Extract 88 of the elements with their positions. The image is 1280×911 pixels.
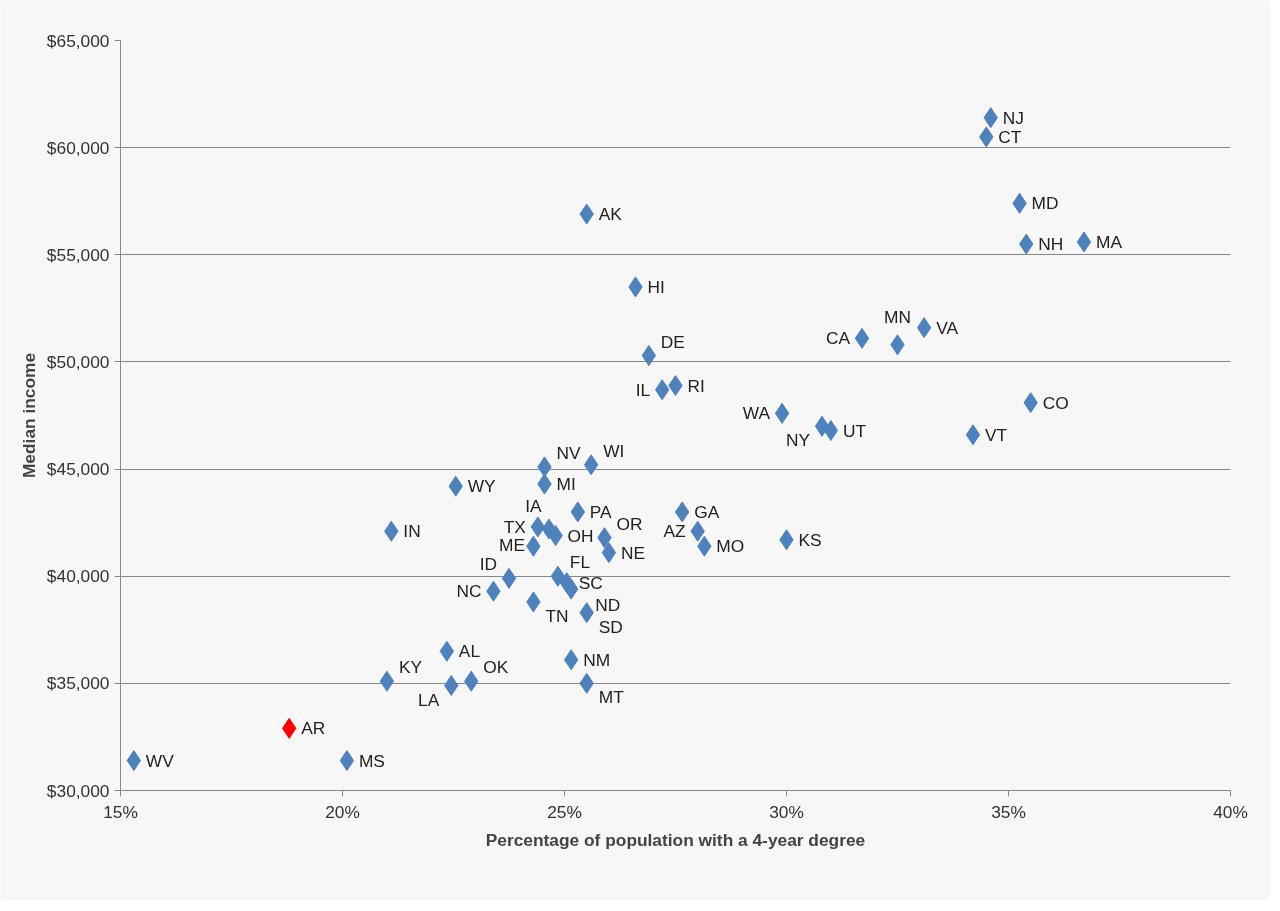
point bbox=[854, 327, 870, 349]
point bbox=[823, 420, 839, 441]
annotation: NC bbox=[456, 581, 482, 602]
annotation: WY bbox=[467, 476, 497, 497]
annotation: SD bbox=[598, 616, 623, 637]
annotation: NH bbox=[1038, 234, 1064, 255]
annotation: LA bbox=[418, 689, 440, 710]
annotation: RI bbox=[687, 375, 705, 396]
y-tick-label: $35,000 bbox=[46, 673, 110, 694]
annotation: MS bbox=[358, 750, 385, 771]
annotation: IL bbox=[635, 379, 651, 400]
annotation: TX bbox=[503, 516, 527, 537]
annotation: ME bbox=[498, 535, 525, 556]
point bbox=[439, 640, 455, 662]
annotation: DE bbox=[660, 331, 685, 352]
x-tick-label: 20% bbox=[325, 801, 360, 822]
annotation: MN bbox=[884, 306, 911, 327]
annotation: MA bbox=[1095, 231, 1123, 252]
point bbox=[550, 565, 566, 587]
annotation: AZ bbox=[663, 521, 687, 542]
point bbox=[641, 345, 657, 366]
annotation: KY bbox=[398, 657, 423, 678]
annotation: FL bbox=[569, 552, 591, 573]
point bbox=[774, 402, 790, 424]
point bbox=[530, 516, 546, 538]
y-tick-label: $30,000 bbox=[46, 780, 110, 801]
point bbox=[1076, 231, 1092, 253]
annotation: WA bbox=[742, 403, 771, 424]
annotation: AR bbox=[301, 718, 326, 739]
annotation: VA bbox=[936, 317, 959, 338]
annotation: OK bbox=[483, 657, 509, 678]
annotation: CO bbox=[1042, 392, 1069, 413]
annotation: OR bbox=[616, 513, 643, 534]
y-axis-title: Median income bbox=[18, 352, 39, 479]
x-tick-label: 15% bbox=[103, 801, 138, 822]
annotation: NY bbox=[785, 430, 811, 451]
y-tick-label: $50,000 bbox=[46, 351, 110, 372]
annotation: IA bbox=[525, 496, 543, 517]
point bbox=[379, 670, 395, 692]
annotation: NM bbox=[583, 649, 611, 670]
x-tick-label: 30% bbox=[769, 801, 804, 822]
point bbox=[501, 567, 517, 589]
y-tick-label: $45,000 bbox=[46, 459, 110, 480]
annotation: OH bbox=[567, 525, 594, 546]
annotation: IN bbox=[403, 521, 421, 542]
point bbox=[916, 317, 932, 339]
x-tick-label: 25% bbox=[547, 801, 582, 822]
annotation: TN bbox=[545, 605, 569, 626]
annotation: MO bbox=[716, 536, 745, 557]
annotation: ID bbox=[479, 554, 498, 575]
annotation: CT bbox=[998, 126, 1022, 147]
x-tick-label: 40% bbox=[1213, 801, 1248, 822]
point bbox=[444, 675, 459, 696]
point bbox=[965, 424, 981, 446]
annotation: WV bbox=[145, 750, 175, 771]
x-tick-label: 35% bbox=[991, 801, 1026, 822]
annotation: MI bbox=[556, 474, 576, 495]
annotation: AL bbox=[458, 641, 481, 662]
point bbox=[339, 750, 355, 771]
y-tick-label: $55,000 bbox=[46, 244, 110, 265]
point bbox=[668, 375, 683, 396]
annotation: PA bbox=[589, 501, 613, 522]
point bbox=[563, 649, 579, 671]
annotation: ND bbox=[595, 595, 621, 616]
y-tick-label: $60,000 bbox=[46, 137, 110, 158]
annotation: SC bbox=[578, 572, 603, 593]
y-tick-label: $65,000 bbox=[46, 30, 110, 51]
annotation: VT bbox=[984, 424, 1008, 445]
y-tick-label: $40,000 bbox=[46, 566, 110, 587]
annotation: MD bbox=[1031, 193, 1059, 214]
annotation: GA bbox=[694, 501, 720, 522]
point bbox=[601, 542, 617, 564]
annotation: AK bbox=[598, 204, 623, 225]
annotation: WI bbox=[603, 440, 625, 461]
annotation: HI bbox=[647, 276, 665, 297]
x-axis-title: Percentage of population with a 4-year degree bbox=[485, 829, 866, 850]
point bbox=[583, 454, 599, 476]
point bbox=[674, 501, 690, 523]
annotation: NV bbox=[556, 442, 582, 463]
point bbox=[126, 750, 141, 771]
point bbox=[548, 525, 563, 546]
annotation: KS bbox=[798, 529, 822, 550]
annotation: CA bbox=[825, 328, 851, 349]
annotation: UT bbox=[842, 420, 867, 441]
point bbox=[563, 578, 579, 600]
annotation: NE bbox=[620, 542, 645, 563]
annotation: NJ bbox=[1002, 107, 1024, 128]
annotation: MT bbox=[598, 687, 625, 708]
